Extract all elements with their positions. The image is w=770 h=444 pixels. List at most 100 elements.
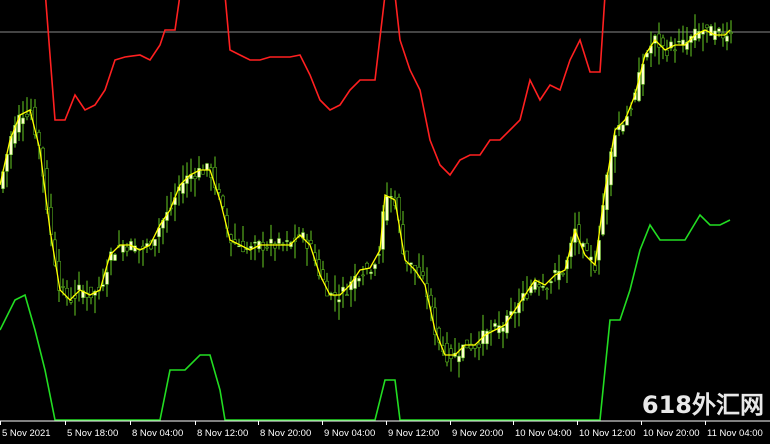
candle-body [729,32,733,34]
candle-body [469,343,473,350]
x-tick-label: 8 Nov 12:00 [197,428,248,439]
candle-body [361,274,365,277]
candle-body [81,290,85,298]
candle-body [21,117,25,125]
x-tick-label: 5 Nov 2021 [2,428,51,439]
candle-body [309,240,313,244]
candle-body [445,343,449,363]
candle-body [613,135,617,157]
candle-body [553,269,557,273]
candle-body [557,270,561,281]
candle-body [273,243,277,249]
candle-body [533,281,537,290]
x-tick-label: 10 Nov 20:00 [643,428,700,439]
candle-body [449,348,453,359]
candle-body [261,242,265,251]
candle-body [385,196,389,221]
candle-body [541,285,545,288]
x-tick-label: 9 Nov 20:00 [452,428,503,439]
candle-body [153,239,157,246]
x-tick-label: 8 Nov 20:00 [260,428,311,439]
series-line-lower [0,213,731,421]
candle-body [221,195,225,207]
candle-body [477,343,481,348]
candle-body [725,35,729,42]
candle-body [537,284,541,288]
candle-body [337,299,341,303]
candle-body [353,275,357,289]
candle-body [345,294,349,296]
candle-body [249,245,253,249]
candle-body [421,271,425,276]
candle-body [121,244,125,253]
x-tick-label: 11 Nov 04:00 [707,428,763,439]
candle-body [253,241,257,244]
candle-body [333,292,337,297]
candle-body [13,125,17,144]
candle-body [705,24,709,28]
series-line-upper [44,0,606,177]
candle-body [525,293,529,299]
x-tick-label: 5 Nov 18:00 [67,428,118,439]
candle-body [405,250,409,264]
candle-body [561,272,565,275]
x-tick-label: 9 Nov 12:00 [388,428,439,439]
candle-body [657,33,661,48]
candle-body [265,246,269,249]
candle-body [69,300,73,303]
candle-body [213,167,217,188]
candle-body [77,284,81,291]
watermark-logo: 618外汇网 [641,391,764,419]
candle-body [681,39,685,46]
candle-body [25,114,29,118]
candle-body [545,288,549,290]
candle-body [429,294,433,308]
candle-body [673,49,677,52]
candle-body [685,41,689,50]
candle-body [277,238,281,244]
candle-body [89,286,93,299]
candle-body [493,323,497,327]
candle-body [697,31,701,39]
candle-body [661,37,665,46]
series-line-ma [0,29,731,356]
candle-body [369,271,373,274]
candle-body [61,286,65,288]
candle-body [205,163,209,171]
candle-body [549,281,553,284]
candle-body [621,124,625,132]
candle-body [193,176,197,180]
candle-body [285,240,289,242]
candle-body [237,245,241,248]
candle-body [669,41,673,49]
candle-body [181,182,185,194]
candle-body [357,278,361,282]
candle-body [125,246,129,252]
candle-body [501,327,505,332]
candle-body [365,262,369,269]
candle-body [461,344,465,359]
candle-body [33,106,37,135]
candle-body [113,254,117,261]
x-tick-label: 8 Nov 04:00 [132,428,183,439]
candle-body [17,114,21,133]
candle-body [677,40,681,43]
candle-body [105,271,109,285]
candle-body [465,339,469,349]
x-tick-label: 10 Nov 12:00 [579,428,636,439]
candle-body [269,238,273,244]
candle-body [585,242,589,251]
candle-body [665,49,669,56]
candle-body [473,345,477,349]
x-tick-label: 9 Nov 04:00 [324,428,375,439]
candle-body [373,264,377,269]
candle-body [197,168,201,178]
candle-body [201,169,205,175]
candle-body [457,355,461,363]
candle-body [709,26,713,36]
x-tick-label: 10 Nov 04:00 [515,428,572,439]
x-axis-area [0,421,770,444]
candle-body [485,330,489,345]
